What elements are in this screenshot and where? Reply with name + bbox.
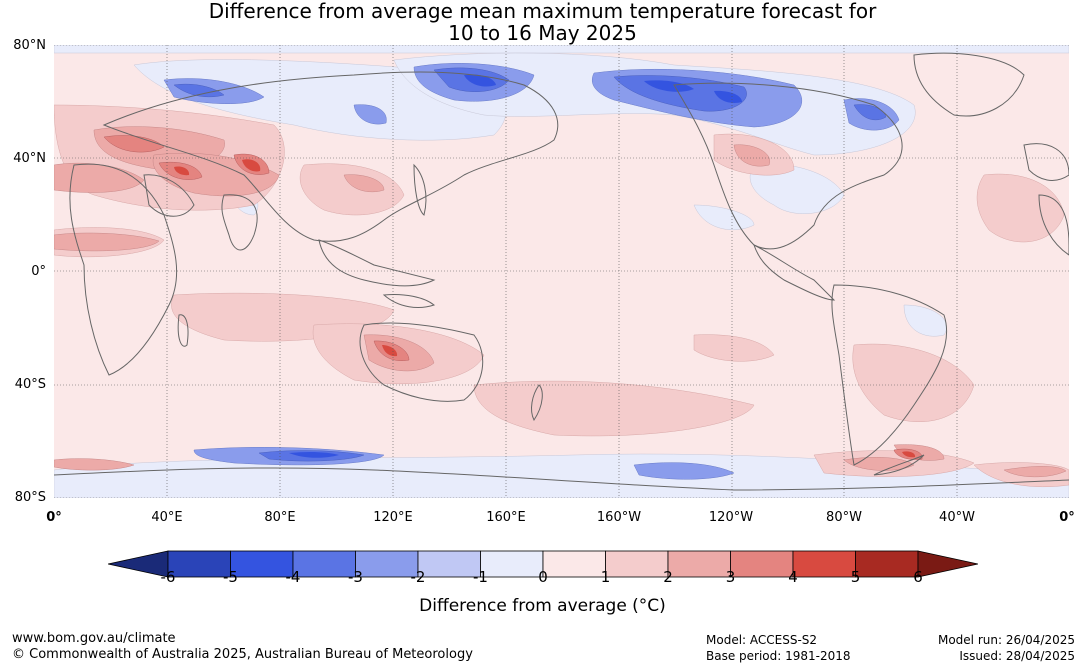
colorbar-segment: [855, 550, 919, 578]
lon-label-120e: 120°E: [373, 510, 413, 525]
map-svg: [54, 45, 1069, 498]
colorbar-segment: [792, 550, 856, 578]
footer-copyright: © Commonwealth of Australia 2025, Austra…: [12, 647, 473, 662]
colorbar-tick-label: 3: [725, 568, 736, 586]
footer-model-run: Model run: 26/04/2025: [937, 633, 1075, 647]
graticule: [54, 45, 1069, 498]
lon-label-0-right: 0°: [1059, 510, 1075, 525]
lon-label-80w: 80°W: [826, 510, 862, 525]
lon-label-160w: 160°W: [596, 510, 642, 525]
colorbar-segment: [730, 550, 794, 578]
title-line-2: 10 to 16 May 2025: [448, 21, 637, 45]
footer-website[interactable]: www.bom.gov.au/climate: [12, 631, 176, 646]
lat-label-80s: 80°S: [14, 490, 46, 505]
colorbar-title: Difference from average (°C): [419, 596, 666, 616]
colorbar-tick-label: -6: [160, 568, 176, 586]
lat-label-0: 0°: [31, 264, 46, 279]
colorbar-segment: [167, 550, 231, 578]
footer-model: Model: ACCESS-S2: [706, 633, 818, 647]
colorbar-segment: [542, 550, 606, 578]
cool-anomaly-strong: [173, 67, 887, 462]
title-line-1: Difference from average mean maximum tem…: [208, 0, 877, 23]
temperature-anomaly-map: [54, 45, 1069, 498]
colorbar-segment: [417, 550, 481, 578]
colorbar-segment: [605, 550, 669, 578]
colorbar-tick-label: 1: [600, 568, 611, 586]
footer-base-period: Base period: 1981-2018: [706, 649, 851, 663]
colorbar-tick-label: 6: [913, 568, 923, 586]
colorbar-tick-label: -1: [473, 568, 488, 586]
colorbar-tick-label: -5: [223, 568, 238, 586]
map-title: Difference from average mean maximum tem…: [0, 0, 1085, 44]
colorbar-tick-label: 2: [663, 568, 673, 586]
colorbar-segment: [480, 550, 544, 578]
colorbar-extend-low: [108, 550, 169, 578]
lon-label-160e: 160°E: [486, 510, 526, 525]
lon-label-40w: 40°W: [939, 510, 975, 525]
colorbar-tick-label: 0: [538, 568, 548, 586]
cool-anomaly-light: [54, 45, 1069, 498]
colorbar-segment: [230, 550, 294, 578]
lon-label-80e: 80°E: [264, 510, 296, 525]
colorbar-tick-label: 4: [788, 568, 798, 586]
footer-issued: Issued: 28/04/2025: [959, 649, 1075, 663]
colorbar-tick-label: -4: [285, 568, 301, 586]
colorbar-tick-label: 5: [850, 568, 861, 586]
colorbar-extend-high: [917, 550, 978, 578]
lat-label-80n: 80°N: [13, 38, 46, 53]
lat-label-40n: 40°N: [13, 151, 46, 166]
lon-label-120w: 120°W: [708, 510, 754, 525]
lon-label-0-left: 0°: [46, 510, 62, 525]
colorbar-segment: [667, 550, 731, 578]
colorbar-tick-label: -3: [348, 568, 363, 586]
coastlines: [54, 52, 1069, 491]
colorbar: [108, 550, 978, 578]
warm-anomaly-peak: [174, 159, 916, 458]
colorbar-segment: [292, 550, 356, 578]
colorbar-segment: [355, 550, 419, 578]
lon-label-40e: 40°E: [151, 510, 183, 525]
colorbar-tick-label: -2: [410, 568, 426, 586]
lat-label-40s: 40°S: [14, 377, 46, 392]
